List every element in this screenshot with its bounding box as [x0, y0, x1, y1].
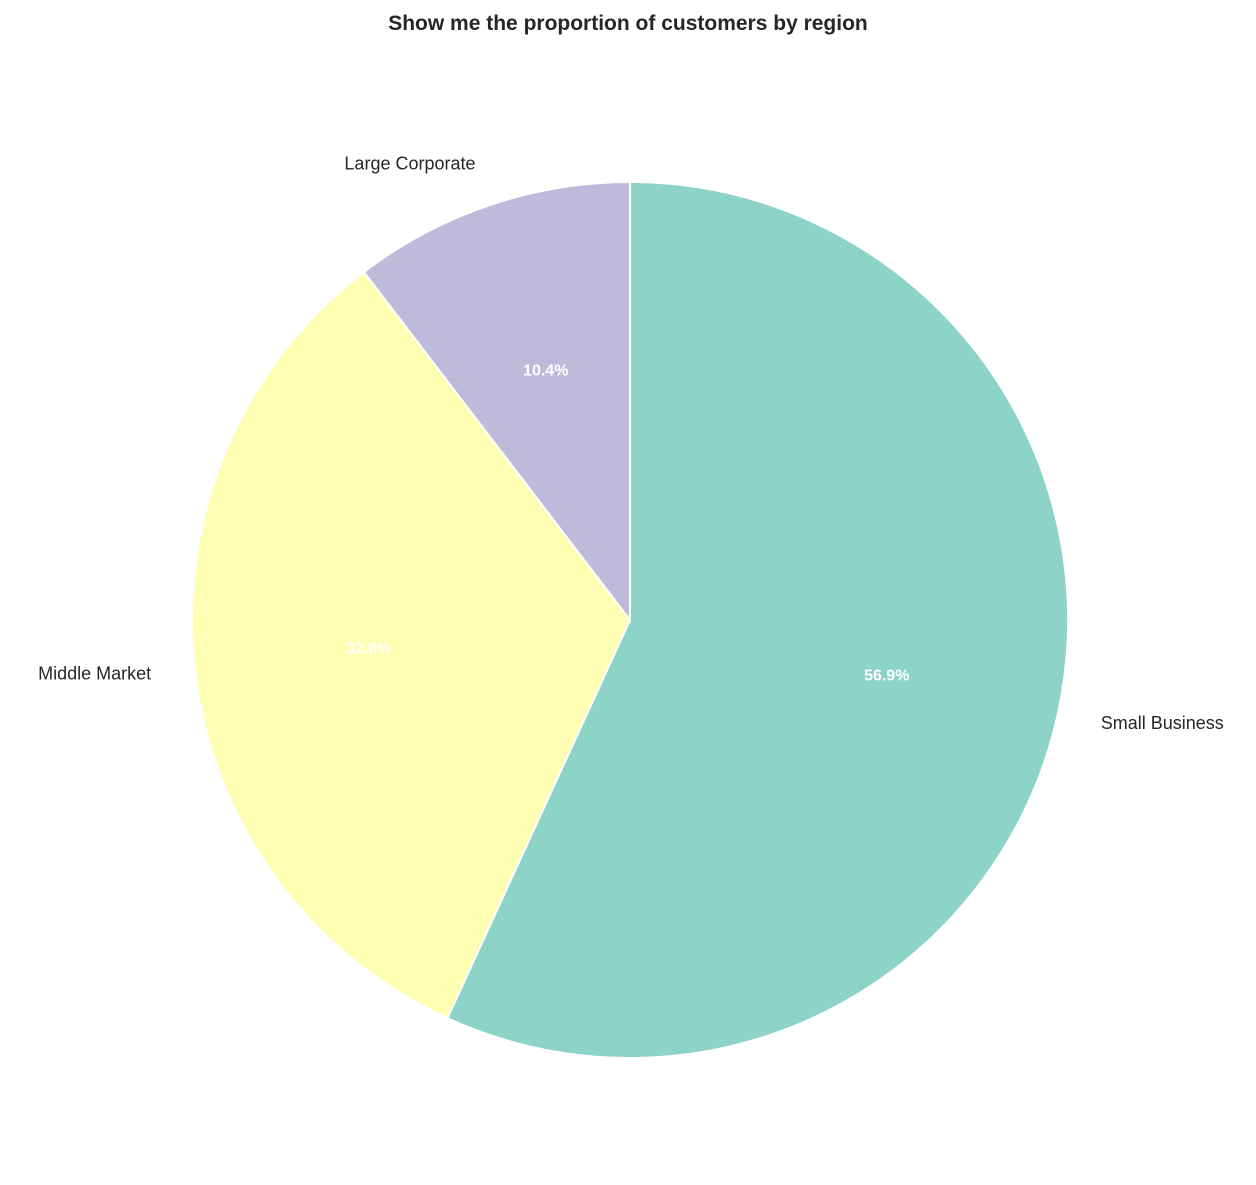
slice-category-label: Large Corporate [344, 154, 475, 174]
labels-layer: 56.9% Small Business 32.8% Middle Market 10.… [38, 154, 1224, 733]
pie-slice-small-business [446, 180, 1069, 1059]
chart-title: Show me the proportion of customers by r… [388, 12, 868, 35]
slice-percent-label: 56.9% [864, 668, 909, 685]
slice-category-label: Small Business [1101, 713, 1224, 733]
pie-slice-large-corporate [362, 180, 631, 623]
pie-slice-middle-market [191, 270, 632, 1020]
slices-layer [191, 180, 1069, 1059]
slice-category-label: Middle Market [38, 664, 151, 684]
slice-percent-label: 10.4% [523, 363, 568, 380]
slice-percent-label: 32.8% [346, 641, 391, 658]
